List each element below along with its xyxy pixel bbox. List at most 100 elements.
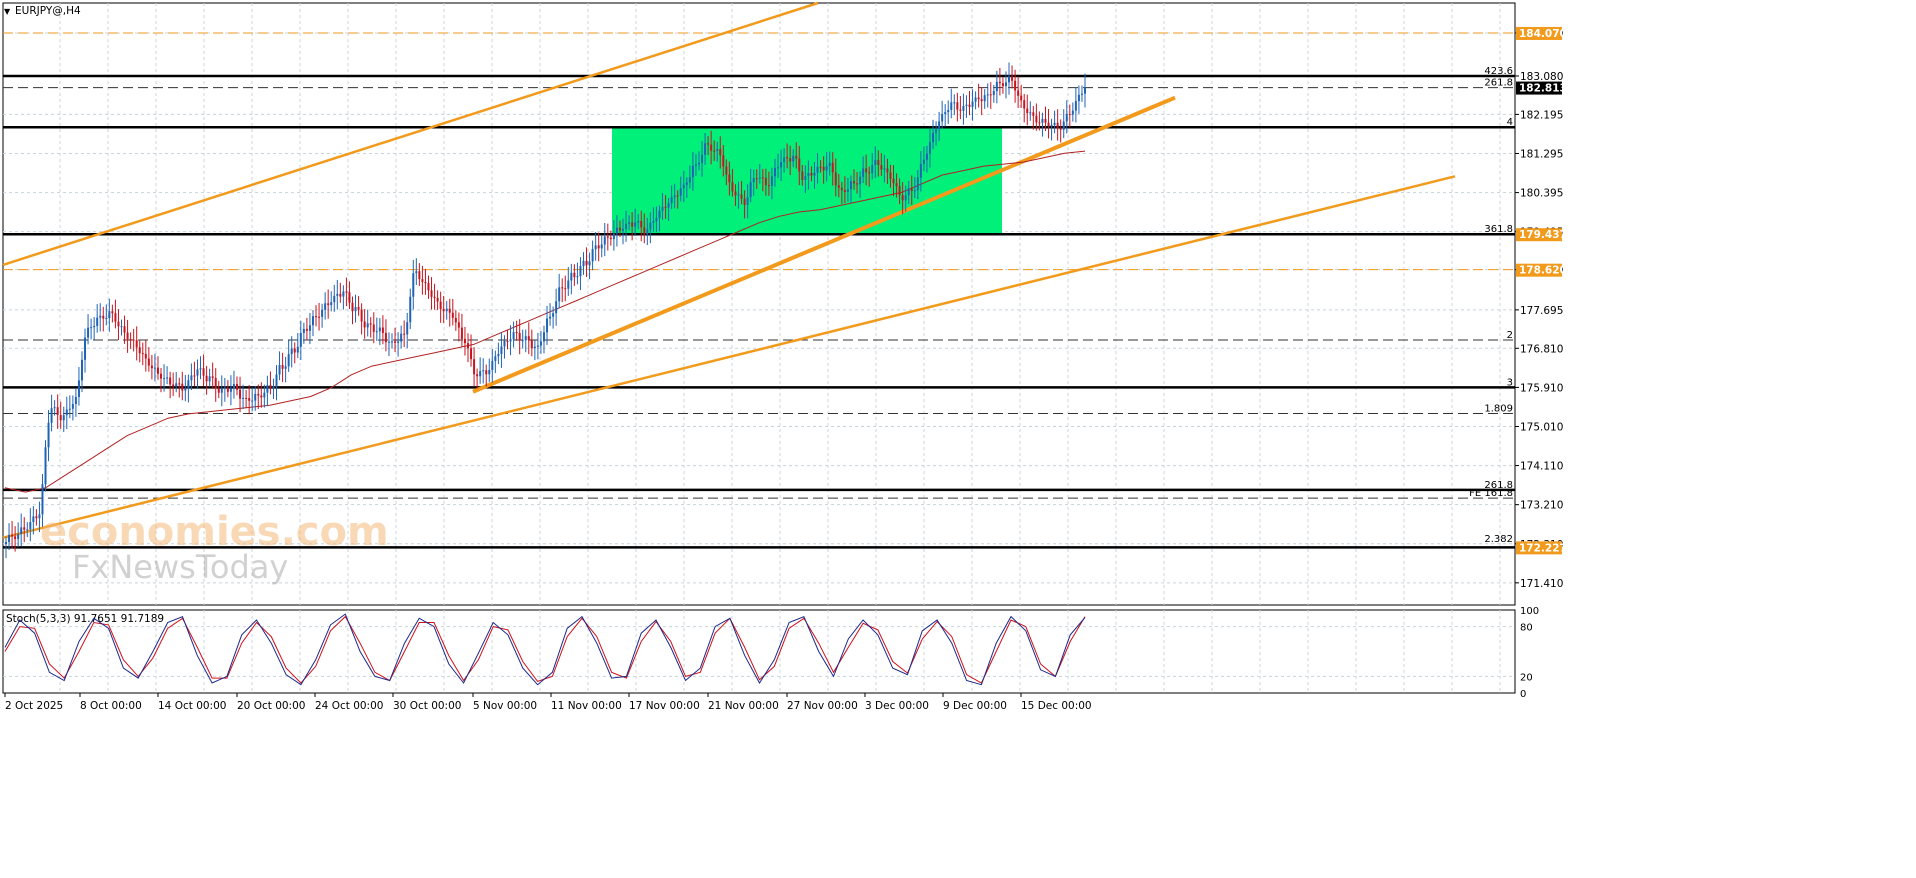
candle-body [153,367,156,369]
level-label: 3 [1507,377,1513,388]
candle-body [272,386,275,389]
candle-body [324,303,327,310]
candle-body [5,542,7,545]
candle-body [539,341,542,346]
candle-body [1056,122,1059,129]
time-axis-label: 15 Dec 00:00 [1021,700,1092,712]
candle-body [321,309,324,317]
candle-body [363,321,366,328]
candle-body [488,369,491,375]
candle-body [20,527,23,535]
price-axis-label: 175.010 [1520,421,1563,433]
candle-body [728,174,731,183]
candle-body [767,185,770,187]
candle-body [269,385,272,389]
candle-body [819,166,822,168]
candle-body [974,97,977,102]
candle-body [871,164,874,174]
watermark-logo: FxNewsToday [72,548,288,586]
candle-body [205,375,208,382]
candle-body [330,302,333,306]
candle-body [147,358,150,366]
price-tag-label: 172.227 [1519,542,1567,554]
candle-body [199,368,202,370]
candle-body [473,359,476,375]
candle-body [132,339,135,341]
candle-body [798,158,801,172]
candle-body [84,337,87,360]
candle-body [457,322,460,328]
candle-body [454,317,457,323]
candle-body [585,260,588,266]
candle-body [1059,128,1062,130]
candle-body [533,346,536,349]
stochastic-panel-frame [2,609,1516,694]
candle-body [111,311,114,314]
time-axis-label: 3 Dec 00:00 [865,700,929,712]
candle-body [29,522,32,530]
candle-body [913,190,916,192]
candle-body [935,129,938,134]
candle-body [634,222,637,227]
candle-body [196,369,199,376]
candle-body [965,104,968,106]
candle-body [38,514,41,519]
candle-body [47,422,50,448]
candle-body [843,190,846,193]
candle-body [676,195,679,197]
candle-body [120,326,123,328]
candle-body [883,168,886,170]
candle-body [32,516,35,523]
candle-body [643,227,646,234]
candle-body [497,354,500,357]
candle-body [239,389,242,399]
candle-body [56,407,59,416]
candle-body [263,392,266,398]
price-axis-label: 175.910 [1520,382,1563,394]
candle-body [640,220,643,228]
price-tag-label: 184.070 [1519,28,1567,40]
candle-body [594,245,597,250]
candle-body [716,149,719,151]
candle-body [777,167,780,169]
price-tag-label: 182.813 [1519,83,1567,95]
candle-body [260,395,263,398]
candle-body [1026,108,1029,114]
candle-body [144,353,147,359]
channel-upper-trendline [2,1,819,267]
candle-body [71,403,74,409]
candle-body [694,164,697,166]
candle-body [770,176,773,186]
candle-body [868,172,871,174]
candle-body [1020,95,1023,101]
time-axis-label: 5 Nov 00:00 [473,700,537,712]
candle-body [612,233,615,240]
candle-body [68,408,71,410]
level-label: FE 161.8 [1469,488,1513,499]
candle-body [740,194,743,199]
candlesticks [5,62,1086,559]
level-label: 2 [1507,330,1513,341]
time-axis-label: 20 Oct 00:00 [237,700,305,712]
time-axis-label: 9 Dec 00:00 [943,700,1007,712]
candle-body [369,323,372,325]
candle-body [1004,82,1007,87]
candle-body [603,236,606,245]
candle-body [293,348,296,353]
price-axis-label: 183.080 [1520,71,1563,83]
candle-body [62,415,65,421]
candle-body [573,272,576,278]
candle-body [1068,113,1071,115]
candle-body [789,158,792,162]
candle-body [117,321,120,327]
candle-body [862,168,865,177]
candle-body [521,340,524,342]
level-label: 1.809 [1484,403,1513,414]
candle-body [919,164,922,178]
candle-body [688,177,691,183]
candle-body [439,301,442,309]
candle-body [463,338,466,344]
candle-body [652,221,655,223]
